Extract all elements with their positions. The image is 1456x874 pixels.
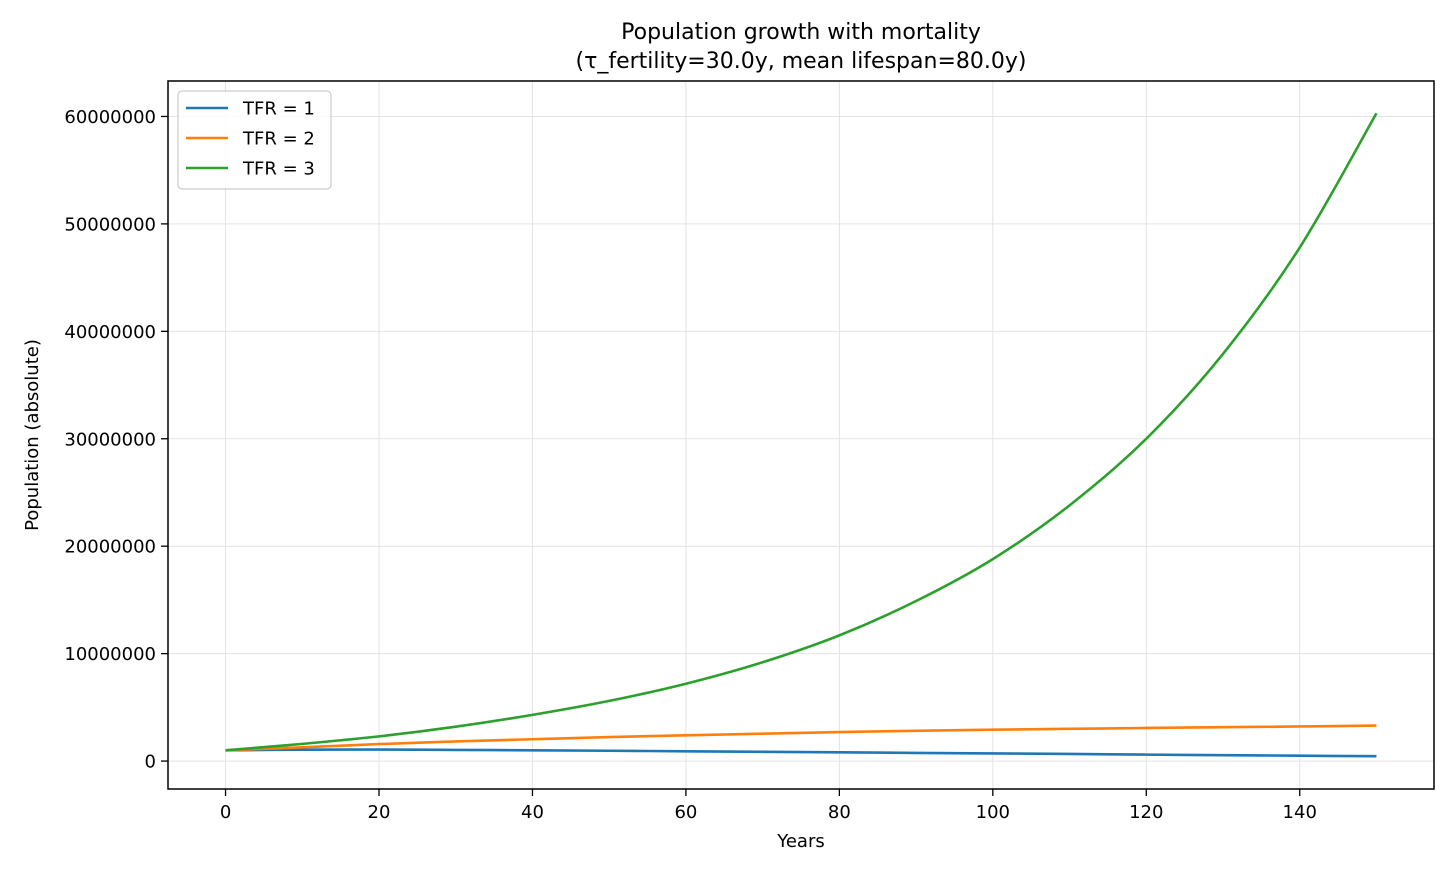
- x-axis-label: Years: [776, 831, 825, 852]
- y-tick-label: 30000000: [64, 429, 156, 450]
- x-tick-label: 0: [220, 802, 231, 823]
- y-tick-label: 40000000: [64, 322, 156, 343]
- y-axis-label: Population (absolute): [22, 339, 43, 531]
- chart-subtitle: (τ_fertility=30.0y, mean lifespan=80.0y): [576, 49, 1027, 74]
- legend: TFR = 1 TFR = 2 TFR = 3: [177, 90, 332, 190]
- grid: [168, 81, 1434, 789]
- legend-label: TFR = 3: [242, 159, 315, 180]
- y-tick-label: 0: [145, 752, 156, 773]
- plot-frame: [167, 80, 1435, 790]
- y-tick-label: 20000000: [64, 537, 156, 558]
- legend-label: TFR = 2: [242, 129, 315, 150]
- x-tick-label: 100: [976, 802, 1010, 823]
- y-tick-label: 60000000: [64, 107, 156, 128]
- x-tick-label: 60: [674, 802, 697, 823]
- ticks: 0 20 40 60 80 100 120 140 0 10000000 20000000 30000…: [64, 107, 1317, 823]
- x-tick-label: 80: [828, 802, 851, 823]
- series-line-tfr-2: [225, 724, 1377, 752]
- series-line-tfr-3: [225, 112, 1378, 752]
- y-tick-label: 50000000: [64, 214, 156, 235]
- legend-label: TFR = 1: [242, 99, 315, 120]
- chart-title: Population growth with mortality: [621, 20, 981, 45]
- legend-box: [177, 90, 332, 190]
- y-tick-label: 10000000: [64, 644, 156, 665]
- x-tick-label: 120: [1129, 802, 1163, 823]
- series-line-tfr-1: [225, 748, 1377, 758]
- series-lines: [225, 112, 1378, 758]
- x-tick-label: 140: [1283, 802, 1317, 823]
- x-tick-label: 20: [368, 802, 391, 823]
- x-tick-label: 40: [521, 802, 544, 823]
